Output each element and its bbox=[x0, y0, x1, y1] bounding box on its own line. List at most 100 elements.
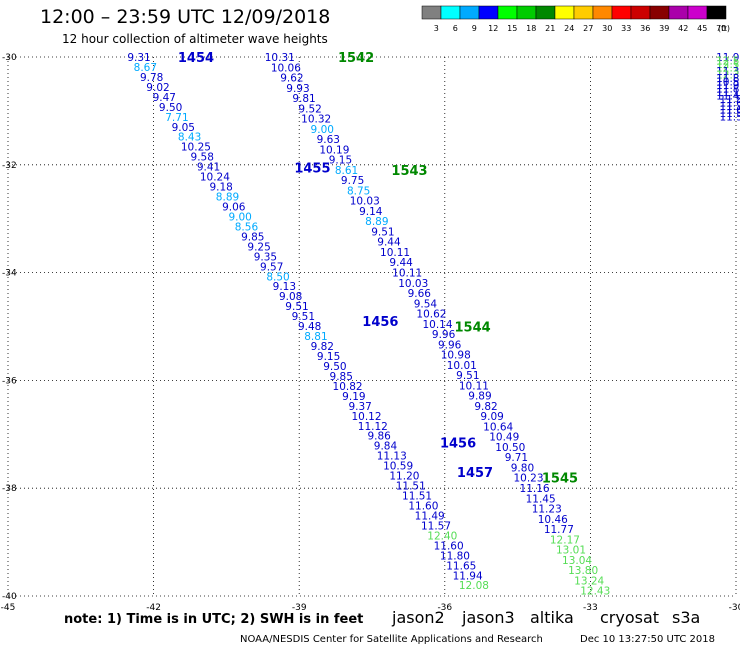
wave-height-value: 11.51 bbox=[396, 481, 426, 493]
wave-height-value: 11.13 bbox=[377, 451, 407, 463]
wave-height-value: 9.75 bbox=[341, 175, 364, 187]
wave-height-value: 11.5 bbox=[719, 94, 740, 106]
wave-height-value: 9.37 bbox=[348, 401, 371, 413]
y-tick-label: -40 bbox=[2, 592, 17, 602]
wave-height-value: 11.6 bbox=[719, 97, 740, 109]
wave-height-value: 9.81 bbox=[292, 93, 315, 105]
wave-height-value: 8.50 bbox=[266, 271, 289, 283]
wave-height-value: 10.31 bbox=[265, 52, 295, 64]
wave-height-value: 11.49 bbox=[716, 90, 740, 102]
wave-height-value: 9.25 bbox=[247, 241, 270, 253]
x-tick-label: -30 bbox=[729, 603, 740, 613]
legend-swatch-21 bbox=[535, 5, 556, 20]
wave-height-value: 10.14 bbox=[422, 319, 452, 331]
y-tick-label: -36 bbox=[2, 376, 17, 386]
wave-height-value: 9.19 bbox=[342, 391, 365, 403]
satellite-s3a: s3a bbox=[672, 608, 701, 627]
wave-height-value: 8.61 bbox=[335, 165, 358, 177]
wave-height-value: 10.49 bbox=[489, 432, 519, 444]
wave-height-value: 13.80 bbox=[568, 565, 598, 577]
wave-height-value: 8.56 bbox=[235, 221, 259, 233]
wave-height-value: 9.51 bbox=[292, 311, 315, 323]
wave-height-value: 11.60 bbox=[434, 540, 464, 552]
x-tick-label: -39 bbox=[292, 603, 307, 613]
credit-text: NOAA/NESDIS Center for Satellite Applica… bbox=[240, 634, 543, 645]
wave-height-value: 10.32 bbox=[301, 114, 331, 126]
wave-height-value: 9.09 bbox=[480, 411, 503, 423]
wave-height-value: 9.85 bbox=[330, 371, 353, 383]
satellite-jason3: jason3 bbox=[462, 608, 515, 627]
y-tick-label: -38 bbox=[2, 484, 17, 494]
legend-swatch-6 bbox=[440, 5, 461, 20]
wave-height-value: 9.62 bbox=[280, 73, 303, 85]
legend-swatch-24 bbox=[554, 5, 575, 20]
wave-height-value: 9.47 bbox=[153, 92, 176, 104]
wave-height-value: 10.11 bbox=[459, 380, 489, 392]
wave-height-value: 9.51 bbox=[456, 370, 479, 382]
legend-label-36: 36 bbox=[640, 24, 650, 33]
pass-time-label: 1457 bbox=[457, 466, 493, 481]
wave-height-value: 10.19 bbox=[319, 144, 349, 156]
wave-height-value: 11.57 bbox=[421, 520, 451, 532]
wave-height-value: 9.57 bbox=[260, 261, 283, 273]
legend-label-18: 18 bbox=[526, 24, 536, 33]
wave-height-value: 9.06 bbox=[222, 201, 246, 213]
wave-height-value: 11.80 bbox=[440, 550, 470, 562]
legend-label-6: 6 bbox=[453, 24, 458, 33]
legend-label-27: 27 bbox=[583, 24, 593, 33]
wave-height-value: 9.44 bbox=[389, 257, 413, 269]
legend-swatch-36 bbox=[630, 5, 651, 20]
pass-time-label: 1456 bbox=[362, 315, 398, 330]
wave-height-value: 10.03 bbox=[398, 278, 428, 290]
wave-height-value: 11.6 bbox=[719, 104, 740, 116]
wave-height-value: 10.23 bbox=[513, 473, 543, 485]
y-tick-label: -34 bbox=[2, 269, 17, 279]
wave-height-value: 11.77 bbox=[544, 524, 574, 536]
legend-label-42: 42 bbox=[678, 24, 688, 33]
wave-height-value: 12.39 bbox=[716, 69, 740, 81]
wave-height-value: 11.45 bbox=[526, 493, 556, 505]
legend-swatch-39 bbox=[649, 5, 670, 20]
wave-height-value: 8.89 bbox=[216, 192, 239, 204]
wave-height-value: 9.84 bbox=[374, 441, 398, 453]
wave-height-value: 11.49 bbox=[415, 510, 445, 522]
wave-height-value: 8.43 bbox=[178, 132, 201, 144]
wave-height-value: 9.31 bbox=[127, 52, 150, 64]
wave-height-value: 13.04 bbox=[562, 555, 592, 567]
wave-height-value: 9.63 bbox=[317, 134, 340, 146]
wave-height-value: 10.50 bbox=[716, 76, 740, 88]
legend-label-45: 45 bbox=[697, 24, 707, 33]
legend-label-3: 3 bbox=[434, 24, 439, 33]
wave-height-value: 9.51 bbox=[285, 301, 308, 313]
wave-height-value: 9.54 bbox=[414, 298, 438, 310]
x-tick-label: -33 bbox=[583, 603, 598, 613]
pass-time-label: 1543 bbox=[391, 164, 427, 179]
wave-height-value: 9.51 bbox=[371, 226, 394, 238]
wave-height-value: 9.35 bbox=[254, 251, 277, 263]
wave-height-value: 9.86 bbox=[367, 431, 391, 443]
generated-date: Dec 10 13:27:50 UTC 2018 bbox=[580, 634, 715, 645]
wave-height-value: 13.24 bbox=[574, 575, 604, 587]
pass-time-label: 1454 bbox=[178, 51, 214, 66]
wave-height-value: 11.96 bbox=[716, 52, 740, 64]
wave-height-value: 8.67 bbox=[134, 62, 157, 74]
wave-height-value: 9.48 bbox=[298, 321, 321, 333]
pass-time-label: 1542 bbox=[338, 51, 374, 66]
satellite-cryosat: cryosat bbox=[600, 608, 660, 627]
wave-height-value: 11.35 bbox=[716, 66, 740, 78]
wave-height-value: 9.50 bbox=[323, 361, 346, 373]
wave-height-value: 10.46 bbox=[538, 514, 568, 526]
wave-height-value: 10.50 bbox=[495, 442, 525, 454]
wave-height-value: 10.82 bbox=[333, 381, 363, 393]
wave-height-value: 9.08 bbox=[279, 291, 302, 303]
legend-swatch-12 bbox=[478, 5, 499, 20]
wave-height-value: 10.01 bbox=[447, 360, 477, 372]
y-tick-label: -32 bbox=[2, 161, 17, 171]
legend-swatch-33 bbox=[611, 5, 632, 20]
wave-height-value: 9.82 bbox=[311, 341, 334, 353]
pass-time-label: 1456 bbox=[440, 436, 476, 451]
wave-height-value: 10.11 bbox=[392, 267, 422, 279]
wave-height-value: 10.62 bbox=[416, 309, 446, 321]
legend-swatch-9 bbox=[459, 5, 480, 20]
